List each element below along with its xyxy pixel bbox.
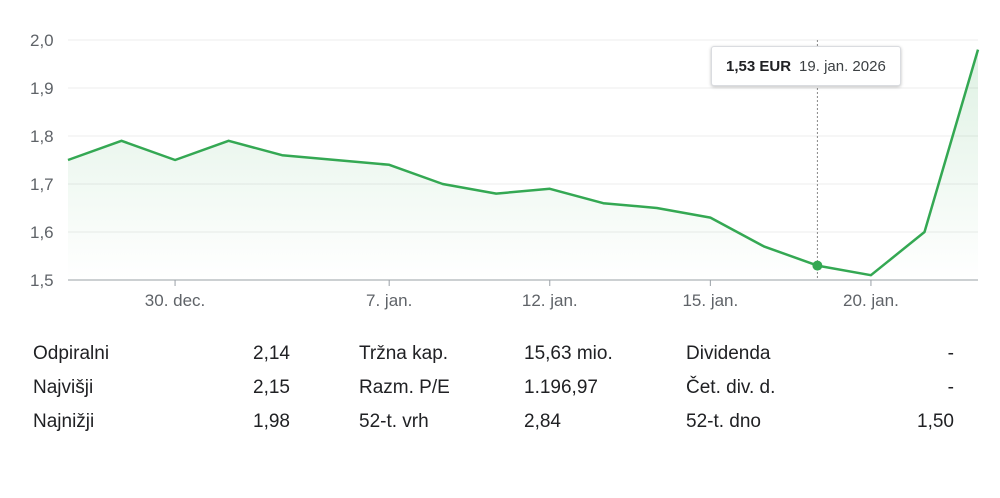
stat-label-high: Najvišji: [33, 377, 94, 398]
x-tick-label: 20. jan.: [843, 291, 899, 310]
x-tick-label: 7. jan.: [366, 291, 412, 310]
stat-value-pe: 1.196,97: [524, 377, 598, 398]
y-tick-label: 1,5: [30, 271, 54, 290]
hover-point: [812, 260, 823, 271]
stat-value-high: 2,15: [253, 377, 290, 398]
stat-value-low: 1,98: [253, 411, 290, 432]
y-tick-label: 1,6: [30, 223, 54, 242]
tooltip-price: 1,53 EUR: [726, 57, 792, 75]
stat-label-52w-high: 52-t. vrh: [359, 411, 429, 432]
x-tick-label: 12. jan.: [522, 291, 578, 310]
stat-value-dividend: -: [947, 343, 954, 364]
stat-value-open: 2,14: [253, 343, 290, 364]
stat-label-market-cap: Tržna kap.: [359, 343, 449, 364]
y-tick-label: 1,8: [30, 127, 54, 146]
x-tick-label: 15. jan.: [682, 291, 738, 310]
stat-value-52w-low: 1,50: [917, 411, 954, 432]
price-area-fill: [68, 49, 978, 280]
stat-value-market-cap: 15,63 mio.: [524, 343, 613, 364]
stat-label-open: Odpiralni: [33, 343, 110, 364]
y-axis-ticks: 1,5 1,6 1,7 1,8 1,9 2,0: [30, 31, 54, 290]
x-axis-ticks: 30. dec. 7. jan. 12. jan. 15. jan. 20. jan.: [145, 280, 899, 310]
stat-value-52w-high: 2,84: [524, 411, 561, 432]
stat-label-dividend: Dividenda: [686, 343, 771, 364]
price-line: [67, 49, 980, 277]
stat-label-low: Najnižji: [33, 411, 95, 432]
y-tick-label: 1,7: [30, 175, 54, 194]
tooltip-date: 19. jan. 2026: [799, 57, 886, 75]
stat-value-quarterly-dividend: -: [947, 377, 954, 398]
stat-label-quarterly-dividend: Čet. div. d.: [686, 377, 776, 398]
stat-label-52w-low: 52-t. dno: [686, 411, 761, 432]
y-tick-label: 2,0: [30, 31, 54, 50]
y-tick-label: 1,9: [30, 79, 54, 98]
price-chart[interactable]: 1,5 1,6 1,7 1,8 1,9 2,0 30. dec. 7. jan. 12. ja…: [0, 0, 1000, 330]
x-tick-label: 30. dec.: [145, 291, 206, 310]
stat-label-pe: Razm. P/E: [359, 377, 450, 398]
price-tooltip: 1,53 EUR 19. jan. 2026: [711, 46, 901, 86]
